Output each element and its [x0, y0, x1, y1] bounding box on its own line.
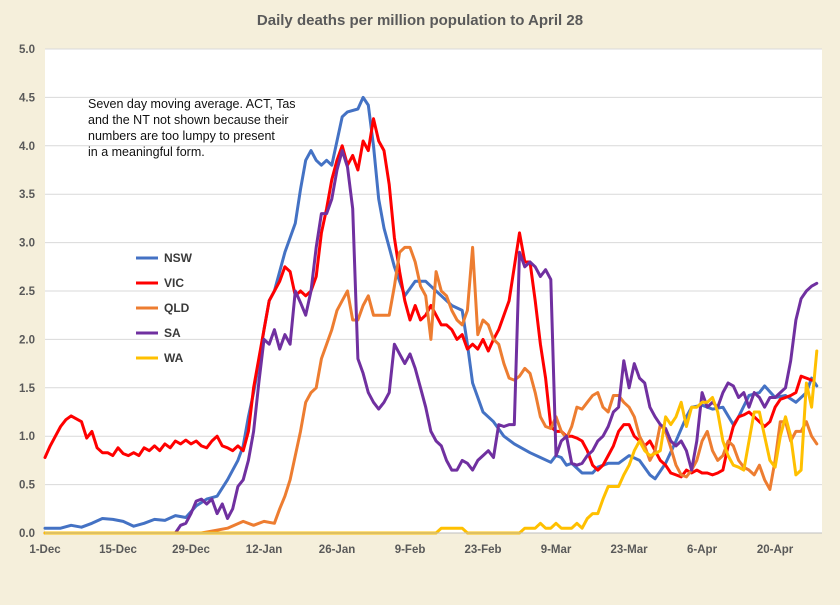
x-tick-label: 9-Feb [395, 544, 426, 556]
y-tick-label: 3.5 [19, 189, 36, 201]
x-tick-label: 26-Jan [319, 544, 355, 556]
series-line-qld [43, 245, 819, 535]
legend-label-sa: SA [164, 326, 181, 340]
annotation-line: in a meaningful form. [88, 145, 205, 159]
y-tick-label: 2.0 [19, 334, 35, 346]
y-tick-label: 1.5 [19, 383, 36, 395]
annotation-line: numbers are too lumpy to present [88, 129, 275, 143]
annotation-line: Seven day moving average. ACT, Tas [88, 97, 296, 111]
legend-label-nsw: NSW [164, 251, 193, 265]
series-line-sa [43, 149, 819, 535]
y-tick-label: 2.5 [19, 286, 36, 298]
x-tick-label: 23-Mar [611, 544, 649, 556]
x-tick-label: 6-Apr [687, 544, 718, 556]
legend-label-qld: QLD [164, 301, 190, 315]
annotation-text: Seven day moving average. ACT, Tas and t… [88, 97, 299, 159]
legend-label-vic: VIC [164, 276, 184, 290]
y-tick-label: 4.5 [19, 92, 36, 104]
y-tick-label: 3.0 [19, 238, 35, 250]
series-lines [43, 95, 819, 535]
series-line-vic [43, 117, 814, 479]
series-line-wa [43, 349, 819, 535]
x-tick-label: 29-Dec [172, 544, 210, 556]
chart-title: Daily deaths per million population to A… [257, 12, 583, 29]
y-tick-label: 4.0 [19, 141, 35, 153]
x-tick-label: 20-Apr [757, 544, 794, 556]
x-tick-label: 1-Dec [29, 544, 61, 556]
x-tick-label: 23-Feb [465, 544, 502, 556]
y-tick-label: 5.0 [19, 44, 35, 56]
legend: NSW VIC QLD SA WA [136, 251, 193, 365]
y-tick-label: 0.5 [19, 480, 36, 492]
annotation-line: and the NT not shown because their [88, 113, 289, 127]
x-tick-label: 9-Mar [541, 544, 572, 556]
y-tick-label: 0.0 [19, 528, 35, 540]
legend-label-wa: WA [164, 351, 184, 365]
y-tick-label: 1.0 [19, 431, 35, 443]
gridlines [45, 48, 822, 534]
x-tick-label: 15-Dec [99, 544, 137, 556]
axes: 0.0 0.5 1.0 1.5 2.0 2.5 3.0 3.5 4.0 4.5 5.0 1-Dec 15… [19, 44, 822, 556]
x-tick-label: 12-Jan [246, 544, 282, 556]
